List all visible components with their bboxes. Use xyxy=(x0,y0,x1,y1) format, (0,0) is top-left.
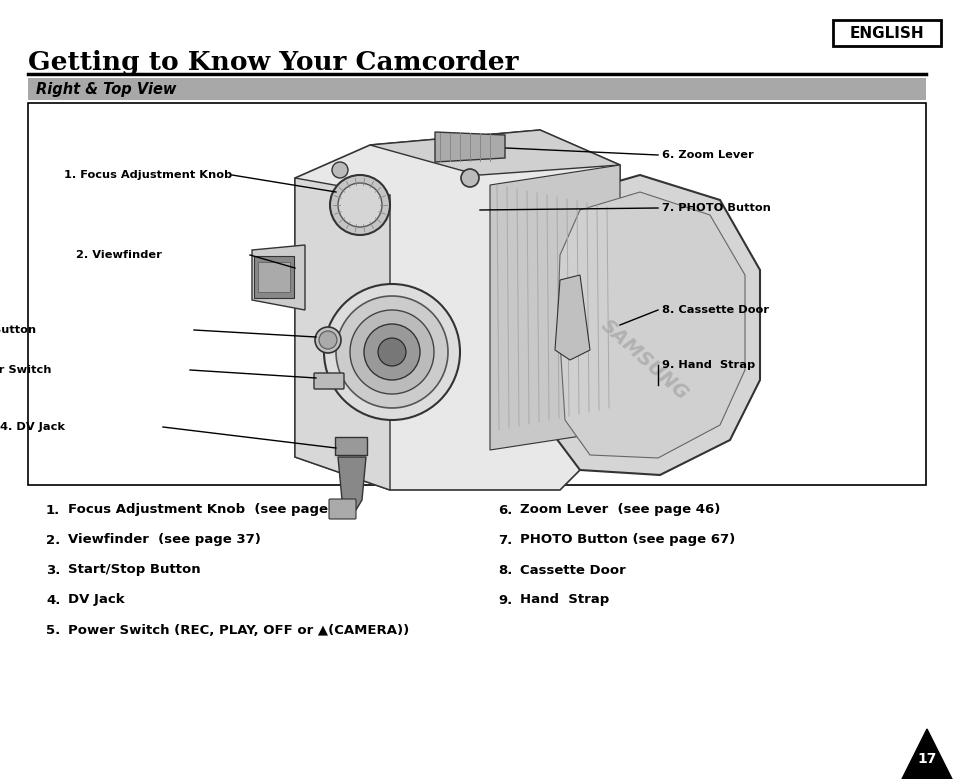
Polygon shape xyxy=(337,457,366,510)
Bar xyxy=(253,256,294,298)
Polygon shape xyxy=(490,165,619,450)
Text: 7.: 7. xyxy=(497,534,512,547)
Text: DV Jack: DV Jack xyxy=(68,594,125,607)
Circle shape xyxy=(337,183,381,227)
Text: 2.: 2. xyxy=(46,534,60,547)
FancyBboxPatch shape xyxy=(314,373,344,389)
Text: PHOTO Button (see page 67): PHOTO Button (see page 67) xyxy=(519,534,735,547)
Circle shape xyxy=(318,331,336,349)
Text: Getting to Know Your Camcorder: Getting to Know Your Camcorder xyxy=(28,50,518,75)
Circle shape xyxy=(332,162,348,178)
Text: 8. Cassette Door: 8. Cassette Door xyxy=(661,305,768,315)
Text: 3. Start/Stop Button: 3. Start/Stop Button xyxy=(0,325,36,335)
FancyBboxPatch shape xyxy=(329,499,355,519)
Text: 6.: 6. xyxy=(497,503,512,516)
Polygon shape xyxy=(294,130,619,490)
Text: Start/Stop Button: Start/Stop Button xyxy=(68,563,200,576)
Polygon shape xyxy=(555,275,589,360)
Circle shape xyxy=(335,296,448,408)
Text: Cassette Door: Cassette Door xyxy=(519,563,625,576)
Text: 9.: 9. xyxy=(497,594,512,607)
Text: 5. Power Switch: 5. Power Switch xyxy=(0,365,52,375)
Text: 7. PHOTO Button: 7. PHOTO Button xyxy=(661,203,770,213)
Polygon shape xyxy=(252,245,305,310)
Text: Zoom Lever  (see page 46): Zoom Lever (see page 46) xyxy=(519,503,720,516)
Circle shape xyxy=(314,327,340,353)
Bar xyxy=(28,103,925,485)
Text: 3.: 3. xyxy=(46,563,60,576)
Bar xyxy=(335,437,367,455)
Polygon shape xyxy=(370,130,619,175)
Text: 5.: 5. xyxy=(46,623,60,636)
Text: SAMSUNG: SAMSUNG xyxy=(597,316,692,404)
Text: 8.: 8. xyxy=(497,563,512,576)
Bar xyxy=(28,78,925,100)
Text: Right & Top View: Right & Top View xyxy=(36,82,176,97)
Circle shape xyxy=(330,175,390,235)
Bar xyxy=(832,20,940,46)
Text: 17: 17 xyxy=(917,752,936,766)
Text: ENGLISH: ENGLISH xyxy=(849,26,923,41)
Circle shape xyxy=(364,324,419,380)
Text: 9. Hand  Strap: 9. Hand Strap xyxy=(661,360,755,370)
Text: 4.: 4. xyxy=(46,594,60,607)
Text: Viewfinder  (see page 37): Viewfinder (see page 37) xyxy=(68,534,260,547)
Text: 2. Viewfinder: 2. Viewfinder xyxy=(76,250,162,260)
Polygon shape xyxy=(435,132,504,162)
Circle shape xyxy=(460,169,478,187)
Circle shape xyxy=(324,284,459,420)
Circle shape xyxy=(377,338,406,366)
Bar xyxy=(257,262,290,292)
Polygon shape xyxy=(294,178,390,490)
Text: Power Switch (REC, PLAY, OFF or ▲(CAMERA)): Power Switch (REC, PLAY, OFF or ▲(CAMERA… xyxy=(68,623,409,636)
Text: 1. Focus Adjustment Knob: 1. Focus Adjustment Knob xyxy=(64,170,232,180)
Text: 6. Zoom Lever: 6. Zoom Lever xyxy=(661,150,753,160)
Polygon shape xyxy=(539,175,760,475)
Text: 4. DV Jack: 4. DV Jack xyxy=(0,422,65,432)
Text: Hand  Strap: Hand Strap xyxy=(519,594,609,607)
Circle shape xyxy=(350,310,434,394)
Text: Focus Adjustment Knob  (see page 37): Focus Adjustment Knob (see page 37) xyxy=(68,503,356,516)
Polygon shape xyxy=(899,729,953,779)
Polygon shape xyxy=(558,192,744,458)
Text: 1.: 1. xyxy=(46,503,60,516)
